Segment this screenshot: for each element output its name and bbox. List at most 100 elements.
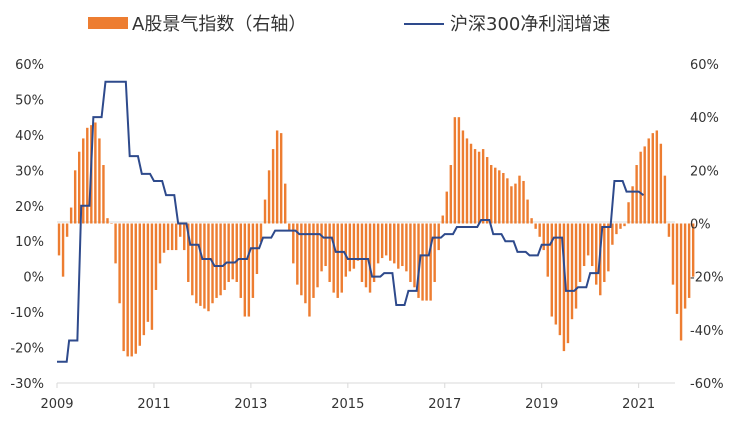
- bar: [562, 223, 566, 352]
- legend-label-bar: A股景气指数（右轴）: [132, 14, 306, 35]
- bar: [146, 223, 150, 322]
- bar: [308, 223, 311, 317]
- left-tick-label: 30%: [15, 164, 44, 179]
- bar: [219, 223, 222, 296]
- x-tick-label: 2009: [40, 397, 73, 412]
- right-tick-label: 20%: [690, 164, 719, 179]
- bar: [207, 223, 210, 312]
- bar: [106, 218, 109, 224]
- bar: [393, 223, 396, 264]
- bar: [284, 183, 287, 224]
- bar: [502, 172, 505, 224]
- bar: [187, 223, 190, 282]
- bar: [494, 167, 497, 224]
- bar: [360, 223, 364, 282]
- bar: [118, 223, 121, 304]
- legend: A股景气指数（右轴） 沪深300净利润增速: [88, 14, 610, 35]
- left-tick-label: -10%: [10, 306, 44, 321]
- bar: [566, 223, 570, 344]
- bar: [405, 223, 408, 272]
- bar-series: [57, 117, 695, 357]
- left-tick-label: -30%: [10, 377, 44, 392]
- bar: [425, 223, 428, 301]
- bar: [376, 223, 380, 264]
- bar: [477, 151, 481, 224]
- bar: [643, 146, 646, 224]
- bar: [223, 223, 226, 290]
- bar: [526, 199, 529, 224]
- bar: [239, 223, 242, 298]
- bar: [69, 207, 73, 224]
- bar: [292, 223, 295, 264]
- bar: [138, 223, 142, 346]
- legend-label-line: 沪深300净利润增速: [450, 14, 610, 35]
- bar: [534, 223, 537, 229]
- bar: [687, 223, 691, 298]
- bar: [316, 223, 319, 288]
- bar: [114, 223, 117, 264]
- bar: [275, 130, 279, 224]
- bar: [65, 223, 69, 237]
- bar: [522, 180, 525, 224]
- bar: [679, 223, 683, 341]
- bar: [142, 223, 146, 336]
- bar: [619, 223, 622, 229]
- bar: [178, 223, 182, 237]
- bar: [227, 223, 230, 282]
- bar: [590, 223, 594, 267]
- bar: [166, 223, 170, 251]
- bar: [691, 223, 695, 277]
- bar: [570, 223, 574, 320]
- bar: [304, 223, 307, 304]
- bar: [401, 223, 404, 267]
- profit-growth-line: [57, 80, 645, 363]
- bar: [61, 223, 65, 277]
- bar: [57, 223, 61, 256]
- left-tick-label: 40%: [15, 129, 44, 144]
- right-axis-ticks: 60% 40% 20% 0% -20% -40% -60%: [690, 58, 724, 392]
- bar: [595, 223, 598, 285]
- left-tick-label: -20%: [10, 342, 44, 357]
- x-tick-label: 2017: [428, 397, 461, 412]
- bar: [78, 151, 81, 224]
- bar: [651, 133, 654, 224]
- bar: [465, 138, 469, 224]
- bar: [263, 199, 267, 224]
- bar: [134, 223, 137, 354]
- bar: [195, 223, 198, 304]
- bar: [542, 223, 545, 251]
- bar: [243, 223, 247, 317]
- bar: [558, 223, 562, 336]
- bar: [518, 175, 521, 224]
- bar: [429, 223, 432, 301]
- bar: [586, 223, 590, 256]
- x-tick-label: 2013: [234, 397, 267, 412]
- bar: [611, 223, 614, 245]
- bar: [554, 223, 558, 325]
- bar: [574, 223, 578, 309]
- bar: [110, 223, 113, 224]
- bar: [623, 223, 626, 227]
- x-axis-ticks: 2009 2011 2013 2015 2017 2019 2021: [40, 383, 655, 412]
- bar: [251, 223, 255, 298]
- bar: [538, 223, 541, 237]
- bar: [364, 223, 368, 288]
- bar: [433, 223, 436, 282]
- bar: [445, 191, 448, 224]
- bar: [368, 223, 372, 293]
- bar: [421, 223, 424, 301]
- bar: [671, 223, 675, 285]
- bar: [356, 223, 360, 261]
- bar: [514, 183, 517, 224]
- bar: [348, 223, 352, 272]
- bar: [215, 223, 218, 298]
- bar: [683, 223, 687, 309]
- bar: [158, 223, 162, 264]
- left-tick-label: 60%: [15, 58, 44, 73]
- bar: [389, 223, 392, 261]
- bar: [453, 117, 457, 224]
- bar: [235, 223, 238, 282]
- right-tick-label: 40%: [690, 111, 719, 126]
- bar: [639, 151, 642, 224]
- bar: [582, 223, 586, 267]
